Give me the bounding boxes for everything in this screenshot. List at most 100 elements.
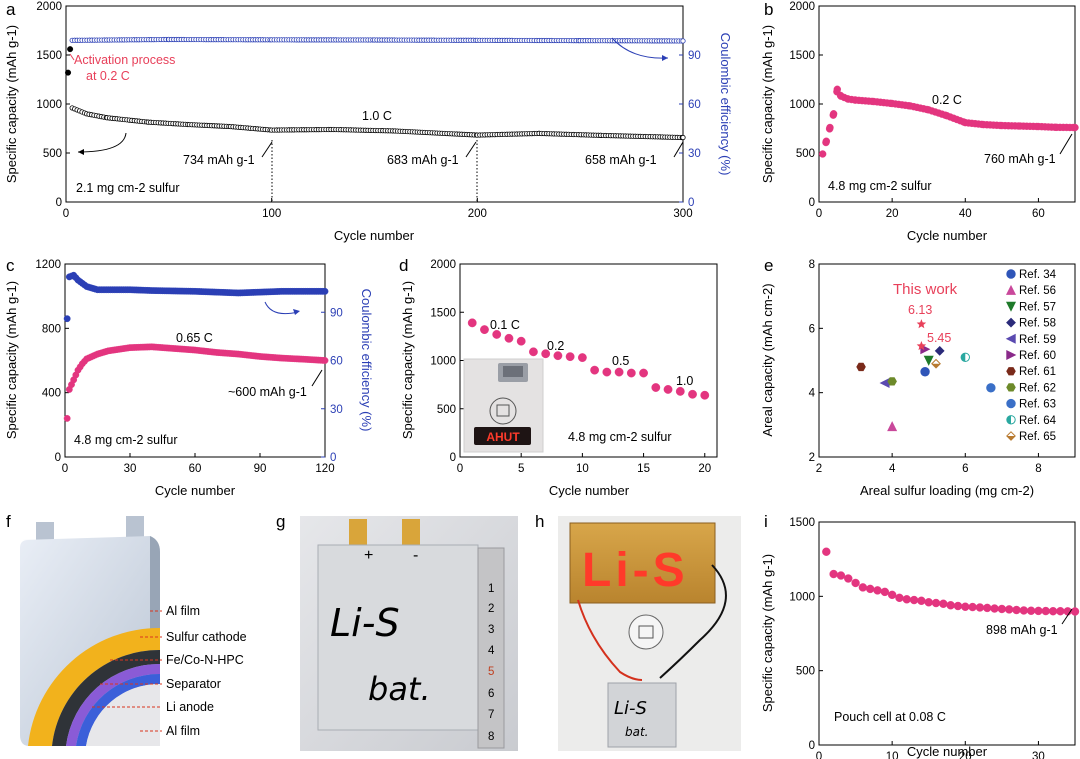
panel-b-capacity-point (833, 85, 841, 94)
panel-e-legend-marker (1006, 349, 1017, 361)
panel-a-arrow-734 (261, 141, 273, 158)
panel-g-ruler-4: 4 (488, 645, 495, 657)
panel-i-capacity-point (858, 583, 868, 592)
panel-a-activation-point (67, 46, 74, 53)
panel-letter-h: h (535, 512, 544, 531)
panel-b-y-ticks: 0 500 1000 1500 2000 (789, 1, 823, 209)
panel-b-capacity-point (822, 137, 831, 145)
panel-d-xlabel: Cycle number (549, 483, 630, 498)
panel-e-ref-point (887, 421, 898, 432)
panel-a-ann-658: 658 mAh g-1 (585, 153, 657, 167)
panel-a-arrow-left (77, 132, 127, 153)
panel-i-capacity-point (1004, 605, 1014, 614)
panel-e-legend-label: Ref. 64 (1019, 415, 1057, 427)
a-y2tick-label: 60 (688, 99, 701, 111)
panel-e-ref-point (879, 378, 890, 389)
panel-i-capacity-point (975, 603, 985, 612)
panel-d-ann-02: 0.2 (547, 339, 564, 353)
panel-h-wire-red (577, 599, 643, 681)
panel-letter-b: b (764, 0, 773, 19)
panel-a-y2-ticks: 0 30 60 90 (679, 50, 701, 209)
d-ytick-label: 500 (437, 404, 456, 416)
panel-b-capacity-point (829, 110, 838, 118)
d-xtick-label: 0 (457, 463, 463, 475)
c-xtick-label: 30 (124, 463, 137, 475)
a-ytick-label: 500 (43, 148, 62, 160)
panel-a-arrow-activation (69, 53, 75, 61)
panel-c-arrow-ce-head (293, 309, 300, 315)
panel-e-legend-marker (1006, 431, 1016, 441)
panel-d-capacity-point (553, 351, 563, 361)
panel-e-ylabel: Areal capacity (mAh cm-2) (760, 283, 775, 436)
panel-d-capacity-point (639, 368, 648, 378)
i-xtick-label: 30 (1032, 751, 1045, 759)
panel-i-capacity-point (997, 604, 1007, 614)
panel-d-ylabel: Specific capacity (mAh g-1) (400, 281, 415, 439)
d-ytick-label: 2000 (430, 259, 456, 271)
panel-e-legend-marker (1006, 415, 1016, 425)
panel-i-capacity-point (851, 578, 860, 588)
a-ytick-label: 0 (56, 197, 62, 209)
panel-d: d 0 5 10 15 20 0 500 1000 1500 2000 Cycle number… (399, 256, 718, 498)
panel-i-capacity-point (990, 604, 999, 613)
b-ytick-label: 2000 (789, 1, 815, 13)
panel-g-ruler-3: 3 (488, 624, 494, 636)
panel-b-ann-loading: 4.8 mg cm-2 sulfur (828, 179, 932, 193)
a-ytick-label: 2000 (36, 1, 62, 13)
panel-i-capacity-point (939, 599, 948, 608)
panel-e-legend-label: Ref. 65 (1019, 431, 1056, 443)
panel-b-ann-rate: 0.2 C (932, 93, 962, 107)
panel-f-label-separator: Separator (166, 677, 221, 691)
b-xtick-label: 0 (816, 208, 822, 220)
panel-b-ann-760: 760 mAh g-1 (984, 152, 1056, 166)
panel-e-legend-label: Ref. 59 (1019, 334, 1056, 346)
panel-b-capacity-point (818, 150, 827, 158)
panel-a-xlabel: Cycle number (334, 228, 415, 243)
panel-c-ann-600: ~600 mAh g-1 (228, 385, 307, 399)
panel-g-ruler-2: 2 (488, 603, 494, 615)
panel-e-marks (856, 319, 996, 432)
panel-e-legend-marker (1005, 301, 1017, 312)
panel-e-ref-point (931, 358, 941, 369)
panel-letter-f: f (6, 512, 11, 531)
panel-c-y2label: Coulombic efficiency (%) (359, 289, 374, 432)
panel-e-legend-label: Ref. 61 (1019, 366, 1056, 378)
i-ytick-label: 1500 (789, 517, 815, 529)
panel-b-xlabel: Cycle number (907, 228, 988, 243)
panel-c-capacity-point (63, 414, 71, 422)
panel-e-legend-marker (1006, 317, 1016, 328)
panel-a-ann-rate: 1.0 C (362, 109, 392, 123)
panel-i-capacity-point (953, 601, 963, 611)
panel-c-marks (63, 271, 329, 422)
a-xtick-label: 300 (673, 208, 692, 220)
panel-c-x-ticks: 0 30 60 90 120 (62, 453, 335, 475)
panel-h-led-text: Li-S (582, 544, 689, 597)
panel-e-this-work-star (916, 319, 927, 329)
panel-i-arrow-898 (1061, 608, 1073, 625)
panel-i-ann-pouch: Pouch cell at 0.08 C (834, 710, 946, 724)
panel-c: c 0 30 60 90 120 0 400 800 1200 0 30 60 90 Cycle n… (4, 256, 374, 498)
panel-d-capacity-point (700, 390, 710, 400)
panel-i-capacity-point (887, 590, 897, 600)
panel-a-capacity-point (680, 134, 686, 141)
panel-letter-e: e (764, 256, 773, 275)
panel-d-inset-led: AHUT (486, 430, 520, 444)
i-ytick-label: 0 (809, 740, 815, 752)
panel-d-ann-01: 0.1 C (490, 318, 520, 332)
panel-d-capacity-point (651, 383, 661, 392)
panel-e-ref-point (934, 345, 945, 356)
panel-d-capacity-point (529, 347, 538, 357)
panel-i-ann-898: 898 mAh g-1 (986, 623, 1058, 637)
b-xtick-label: 40 (959, 208, 972, 220)
panel-e-ref-point (920, 367, 930, 377)
panel-i-capacity-point (924, 598, 933, 607)
panel-i-capacity-point (1048, 607, 1058, 616)
panel-a-ann-683: 683 mAh g-1 (387, 153, 459, 167)
panel-h-wire-black (659, 564, 727, 679)
d-ytick-label: 1500 (430, 307, 456, 319)
c-xtick-label: 120 (315, 463, 334, 475)
panel-i-capacity-point (902, 595, 911, 604)
e-ytick-label: 4 (809, 388, 816, 400)
panel-i-capacity-point (931, 598, 941, 608)
panel-e-legend-marker (1005, 333, 1016, 344)
